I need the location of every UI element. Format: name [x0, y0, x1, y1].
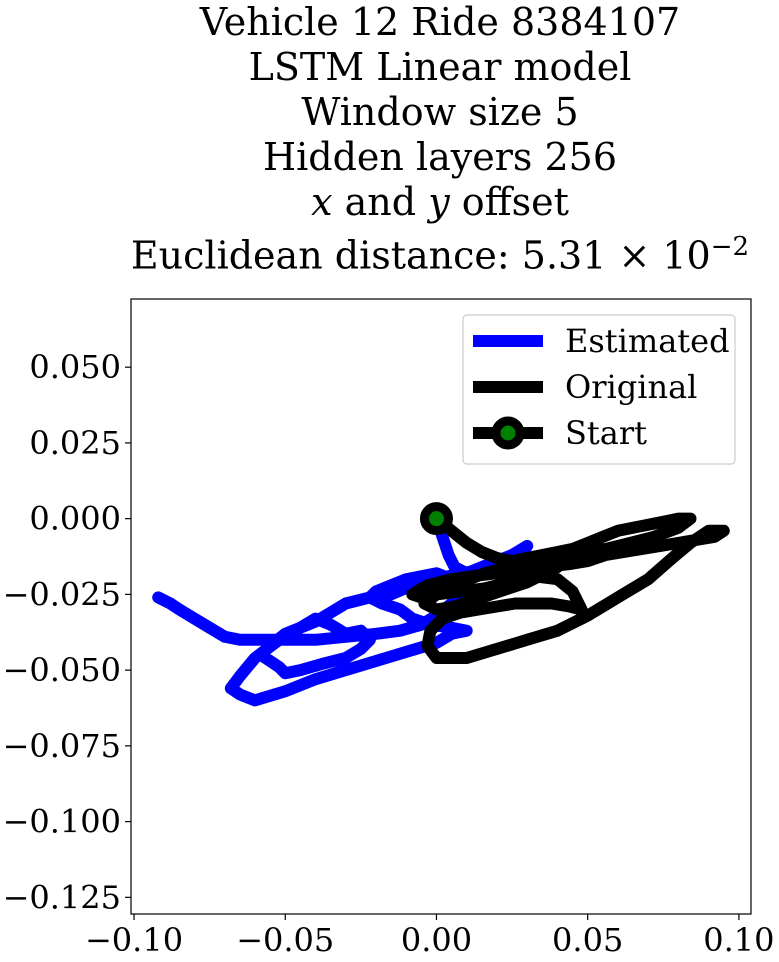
y-tick-label: 0.050 [29, 348, 121, 386]
y-tick-label: −0.025 [3, 575, 121, 613]
x-tick-label: 0.00 [401, 921, 472, 959]
title-x-symbol: x [311, 180, 333, 224]
legend-frame [462, 314, 736, 465]
x-tick-label: 0.05 [552, 921, 623, 959]
x-tick-label: 0.10 [703, 921, 774, 959]
title-distance-exponent: −2 [710, 232, 750, 262]
start-marker [419, 502, 453, 536]
title-line-2: LSTM Linear model [248, 45, 632, 89]
legend-start-marker [491, 416, 525, 450]
plot-frame [130, 298, 752, 915]
y-tick-label: 0.025 [29, 424, 121, 462]
title-line-3: Window size 5 [301, 90, 579, 134]
title-distance-text: Euclidean distance: 5.31 × 10 [130, 233, 711, 278]
title-line-6: Euclidean distance: 5.31 × 10−2 [80, 225, 779, 279]
legend: Estimated Original Start [462, 314, 736, 465]
y-tick-label: −0.075 [3, 727, 121, 765]
y-tick-label: −0.125 [3, 878, 121, 916]
series-layer [152, 502, 730, 707]
ticks-layer: −0.10 −0.05 0.00 0.05 0.10 0.050 0.025 0.000 −0.… [3, 348, 775, 959]
x-tick-label: −0.10 [85, 921, 183, 959]
y-tick-label: 0.000 [29, 500, 121, 538]
y-tick-label: −0.050 [3, 651, 121, 689]
title-line-5: x and y offset [80, 180, 779, 225]
series-original-line [406, 512, 730, 664]
title-line-1: Vehicle 12 Ride 8384107 [199, 0, 681, 44]
x-tick-label: −0.05 [236, 921, 334, 959]
y-tick-label: −0.100 [3, 803, 121, 841]
title-line-4: Hidden layers 256 [262, 135, 618, 179]
legend-estimated-label: Estimated [565, 322, 730, 360]
title-offset-text: offset [449, 180, 569, 224]
title-y-symbol: y [428, 180, 450, 224]
title-and-text: and [332, 180, 429, 224]
legend-start-label: Start [565, 414, 647, 452]
legend-original-label: Original [565, 368, 697, 406]
chart-title: Vehicle 12 Ride 8384107 LSTM Linear mode… [80, 0, 779, 279]
